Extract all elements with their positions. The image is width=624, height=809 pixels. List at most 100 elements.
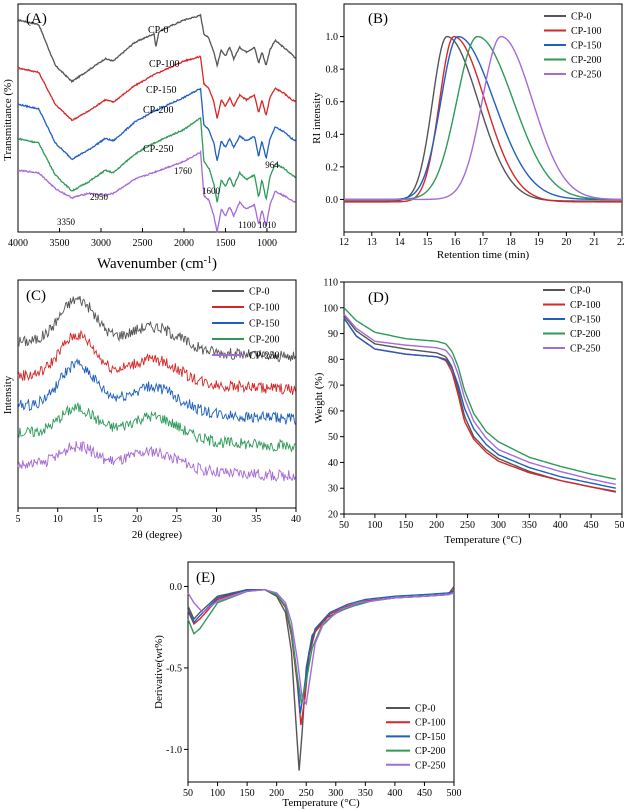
panel-e-x-tick-label-5: 300 [328,788,343,799]
panel-e-x-tick-label-2: 150 [240,788,255,799]
panel-b-y-tick-label-3: 0.6 [326,97,339,108]
panel-e-x-tick-label-3: 200 [269,788,284,799]
panel-a-annotation-1010: 1010 [258,220,277,230]
panel-d-y-tick-label-0: 20 [328,510,338,521]
panel-d-legend-label-cp-250: CP-250 [570,344,601,355]
panel-e-legend-label-cp-250: CP-250 [415,760,446,771]
panel-b-x-tick-label-1: 13 [367,237,377,248]
panel-b-x-tick-label-6: 18 [506,237,516,248]
panel-b-x-axis-label: Retention time (min) [437,249,530,261]
panel-e-x-tick-label-4: 250 [299,788,314,799]
panel-b-x-tick-label-10: 22 [617,237,624,248]
panel-b-y-tick-label-4: 0.8 [326,65,339,76]
panel-e-legend-label-cp-200: CP-200 [415,746,446,757]
panel-c-legend-label-cp-200: CP-200 [249,335,280,346]
panel-e-label: (E) [196,570,215,586]
panel-e-x-tick-label-1: 100 [210,788,225,799]
panel-c-x-axis-label: 2θ (degree) [132,529,182,541]
panel-b-label: (B) [368,11,388,27]
panel-a-series-cp-0 [17,13,297,84]
panel-d-legend-label-cp-100: CP-100 [570,300,601,311]
panel-b-x-tick-label-3: 15 [422,237,432,248]
panel-a-x-tick-label-6: 1000 [257,238,277,249]
panel-d-legend-label-cp-200: CP-200 [570,329,601,340]
panel-e-x-tick-label-8: 450 [417,788,432,799]
panel-a-series-cp-150 [17,87,296,161]
panel-c-series-cp-250 [17,441,296,482]
panel-e-series-cp-250 [187,588,455,706]
panel-b-x-tick-label-9: 21 [589,237,599,248]
panel-d-series-cp-250 [343,313,616,486]
panel-d-x-tick-label-7: 400 [553,520,568,531]
panel-b-series-cp-0 [344,35,622,202]
panel-e-legend-label-cp-0: CP-0 [415,704,436,715]
panel-d-x-tick-label-0: 50 [339,520,349,531]
panel-c-x-tick-label-5: 30 [212,514,222,525]
panel-e-y-tick-label-2: -1.0 [166,745,182,756]
panel-a-annotation-964: 964 [265,160,279,170]
panel-d-y-tick-label-1: 30 [328,484,338,495]
panel-a-series-label-cp-0: CP-0 [148,25,169,36]
panel-c-label: (C) [26,288,46,304]
panel-b-x-tick-label-4: 16 [450,237,460,248]
panel-e-y-tick-label-1: -0.5 [166,663,182,674]
panel-b-series-cp-250 [344,35,623,201]
panel-d-x-axis-label: Temperature (°C) [444,534,522,546]
panel-d-x-tick-label-6: 350 [522,520,537,531]
panel-d-y-tick-label-7: 90 [328,329,338,340]
panel-b-y-tick-label-2: 0.4 [326,130,339,141]
panel-a-series-label-cp-200: CP-200 [143,105,174,116]
panel-e-x-tick-label-6: 350 [358,788,373,799]
panel-a-annotation-1600: 1600 [202,186,221,196]
panel-b-legend-label-cp-150: CP-150 [571,41,602,52]
panel-c-x-tick-label-2: 15 [92,514,102,525]
panel-e-legend-label-cp-100: CP-100 [415,718,446,729]
panel-a-series-cp-100 [17,55,297,122]
panel-c-series-cp-100 [17,329,296,396]
panel-a-x-tick-label-3: 2500 [132,238,152,249]
panel-e-x-tick-label-9: 500 [447,788,462,799]
panel-c-x-tick-label-4: 25 [172,514,182,525]
panel-c-legend-label-cp-0: CP-0 [249,287,270,298]
panel-a-x-tick-label-0: 4000 [8,238,28,249]
panel-e-dtg-chart: 50 100 150 200 250 300 350 400 450 500 0.0 -0.5 -1.0… [153,561,462,809]
panel-c-series-cp-0 [17,295,296,363]
panel-d-x-tick-label-2: 150 [398,520,413,531]
panel-d-x-tick-label-4: 250 [460,520,475,531]
panel-a-plot-frame [17,3,297,233]
panel-a-x-tick-label-5: 1500 [215,238,235,249]
panel-d-x-tick-label-9: 500 [615,520,624,531]
panel-e-plot-frame [187,561,455,783]
panel-e-y-tick-label-0: 0.0 [170,582,183,593]
panel-c-x-tick-label-1: 10 [53,514,63,525]
panel-d-x-tick-label-1: 100 [367,520,382,531]
panel-a-series-label-cp-100: CP-100 [149,59,180,70]
panel-b-y-tick-label-5: 1.0 [326,32,339,43]
panel-a-y-axis-label: Transmittance (%) [2,79,14,161]
panel-c-series-cp-150 [17,357,296,425]
panel-e-legend-label-cp-150: CP-150 [415,732,446,743]
panel-b-y-tick-label-0: 0.0 [326,195,339,206]
panel-c-series-cp-200 [17,402,296,452]
panel-c-x-tick-label-6: 35 [251,514,261,525]
panel-d-y-tick-label-4: 60 [328,406,338,417]
panel-a-x-axis-label: Wavenumber (cm-1) [97,255,217,273]
panel-a-series-label-cp-150: CP-150 [146,85,177,96]
panel-a-label: (A) [26,11,47,27]
panel-a-ftir-chart: 4000 3500 3000 2500 2000 1500 1000 (A) CP-0 CP-10… [2,3,297,273]
panel-c-x-tick-label-3: 20 [132,514,142,525]
panel-a-series-cp-200 [17,117,296,203]
panel-d-plot-frame [343,281,623,515]
panel-a-annotation-2950: 2950 [90,192,109,202]
panel-d-tga-chart: 50 100 150 200 250 300 350 400 450 500 20 30 40 50 60 7… [313,278,624,547]
panel-a-series-cp-250 [17,149,297,233]
panel-b-legend-label-cp-100: CP-100 [571,26,602,37]
panel-d-legend-label-cp-0: CP-0 [570,286,591,297]
panel-c-x-tick-label-0: 5 [16,514,21,525]
panel-c-plot-frame [17,279,297,509]
panel-b-y-axis-label: RI intensity [311,92,323,144]
panel-c-xrd-chart: 5 10 15 20 25 30 35 40 (C) CP-0 CP-100 CP-150 CP-200… [2,279,301,541]
panel-e-series-cp-150 [187,589,455,714]
panel-e-x-tick-label-0: 50 [183,788,193,799]
